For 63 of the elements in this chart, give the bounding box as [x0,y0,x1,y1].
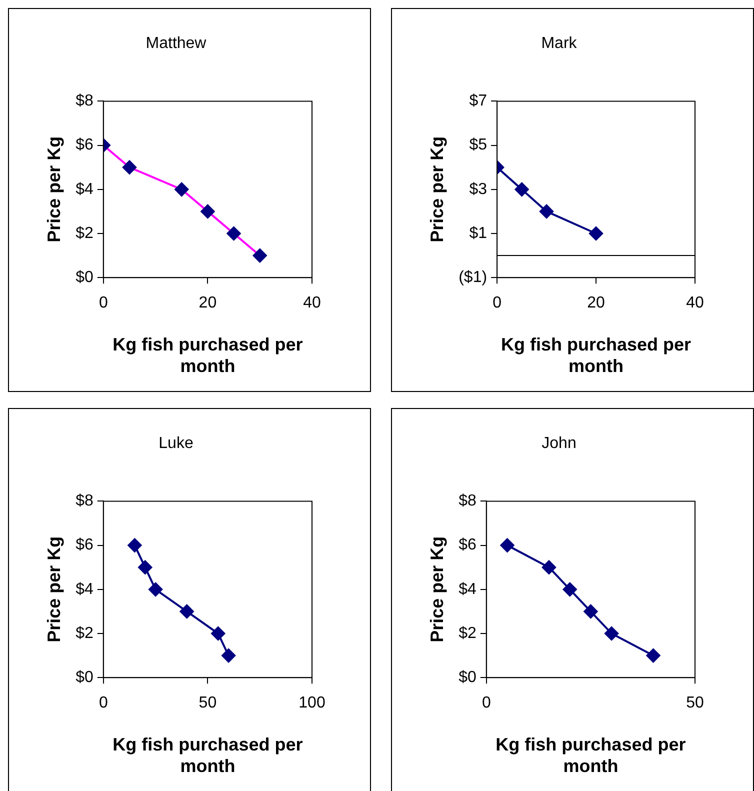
x-tick-label: 100 [298,694,326,712]
y-tick-label: $4 [76,180,94,198]
y-tick-label: $5 [469,136,488,154]
x-tick-label: 20 [587,294,606,312]
y-axis-title: Price per Kg [426,536,447,642]
y-tick-label: $0 [76,669,94,686]
point [174,182,189,196]
chart-title: Mark [541,35,578,52]
point [584,604,598,618]
chart-title: John [542,435,576,452]
point [252,248,267,263]
y-tick-label: $8 [76,492,94,510]
x-tick-label: 0 [492,294,502,312]
point [180,604,194,618]
x-tick-label: 0 [98,694,108,712]
y-tick-label: $7 [469,92,488,110]
y-tick-label: ($1) [458,269,488,286]
x-tick-label: 50 [198,694,217,712]
y-tick-label: $2 [458,624,476,642]
chart-title: Matthew [146,35,207,52]
point [500,538,514,552]
point [211,626,226,640]
point [562,582,577,596]
y-tick-label: $1 [469,224,488,242]
x-tick-label: 0 [482,694,491,712]
point [226,226,241,240]
y-tick-label: $2 [76,224,94,242]
x-tick-label: 50 [686,694,704,712]
point [514,182,529,196]
point [138,560,152,574]
y-tick-label: $6 [76,536,94,554]
y-tick-label: $8 [76,92,94,110]
y-tick-label: $6 [458,536,476,554]
x-tick-label: 40 [303,294,321,312]
point [222,648,236,663]
x-axis-title: Kg fish purchased per month [112,334,303,376]
point [589,226,604,240]
y-tick-label: $4 [76,580,94,598]
point [128,538,142,552]
x-axis-title: Kg fish purchased per month [496,734,686,776]
chart-title: Luke [158,435,194,452]
point [200,204,215,218]
point [604,626,619,640]
x-tick-label: 40 [686,294,704,312]
point [646,648,660,663]
x-tick-label: 20 [198,294,217,312]
point [540,204,554,218]
y-tick-label: $2 [76,624,94,642]
y-axis-title: Price per Kg [44,136,64,242]
point [122,160,136,174]
y-tick-label: $8 [458,492,476,510]
y-tick-label: $0 [458,669,476,686]
y-tick-label: $0 [76,269,94,286]
point [148,582,163,596]
y-tick-label: $4 [458,580,476,598]
y-axis-title: Price per Kg [44,536,64,642]
x-axis-title: Kg fish purchased per month [112,734,303,776]
y-tick-label: $3 [469,180,488,198]
x-axis-title: Kg fish purchased per month [501,334,692,376]
x-tick-label: 0 [98,294,108,312]
y-axis-title: Price per Kg [426,136,447,242]
point [542,560,556,574]
y-tick-label: $6 [76,136,94,154]
